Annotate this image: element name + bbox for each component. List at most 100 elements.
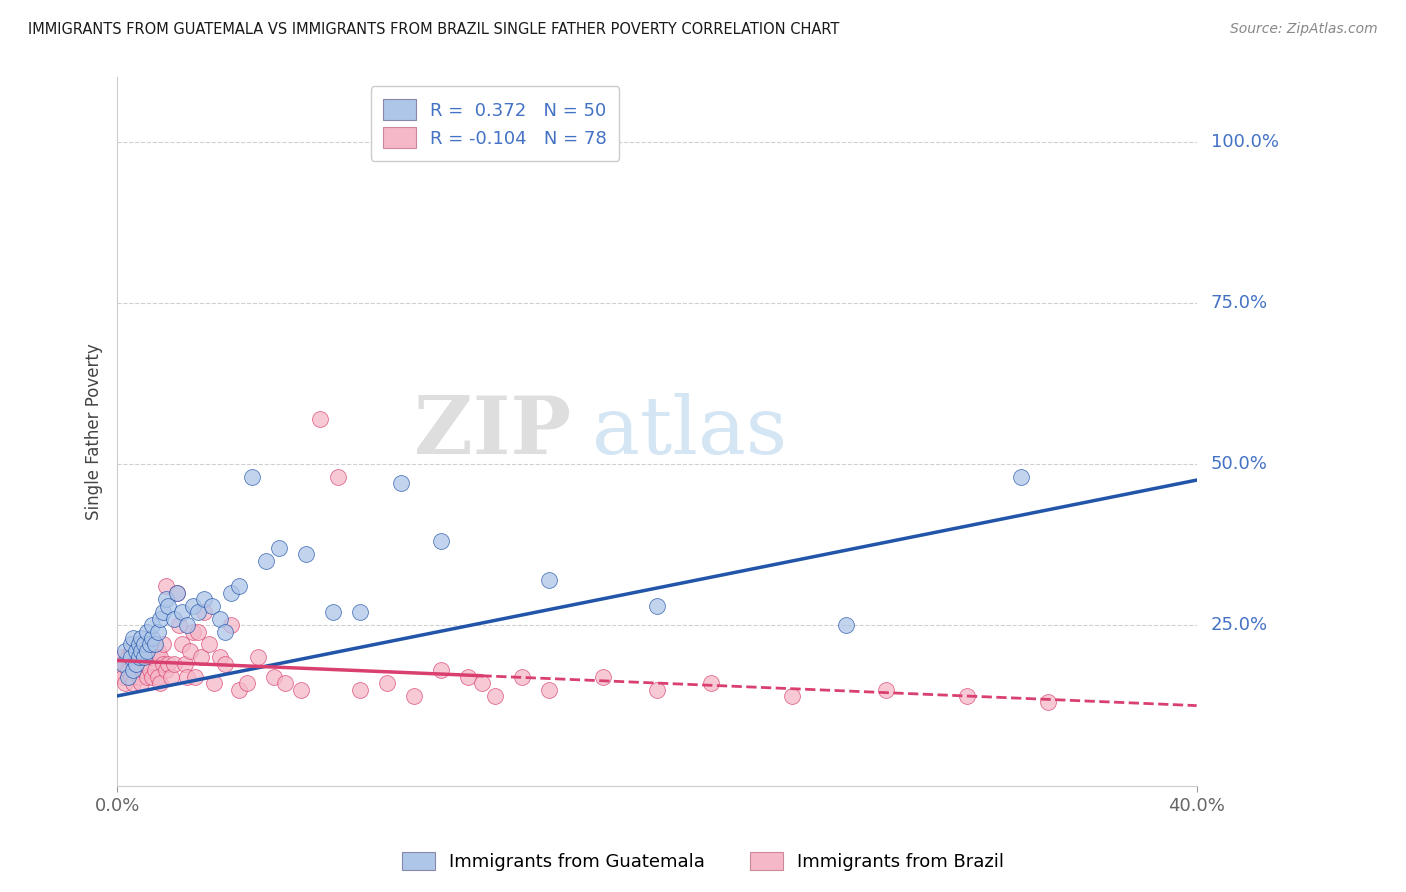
Point	[134, 637, 156, 651]
Text: 25.0%: 25.0%	[1211, 616, 1268, 634]
Point	[246, 650, 269, 665]
Point	[128, 670, 150, 684]
Point	[134, 663, 156, 677]
Point	[181, 624, 204, 639]
Point	[184, 670, 207, 684]
Point	[131, 644, 153, 658]
Point	[114, 676, 136, 690]
Point	[208, 612, 231, 626]
Point	[1038, 695, 1060, 709]
Point	[176, 670, 198, 684]
Point	[155, 579, 177, 593]
Point	[125, 663, 148, 677]
Point	[120, 650, 142, 665]
Point	[835, 618, 858, 632]
Text: 100.0%: 100.0%	[1211, 133, 1278, 151]
Point	[125, 650, 148, 665]
Point	[166, 586, 188, 600]
Point	[430, 663, 453, 677]
Point	[135, 637, 157, 651]
Point	[349, 605, 371, 619]
Point	[402, 689, 425, 703]
Point	[146, 670, 169, 684]
Point	[152, 637, 174, 651]
Point	[254, 554, 277, 568]
Point	[179, 644, 201, 658]
Point	[146, 644, 169, 658]
Text: IMMIGRANTS FROM GUATEMALA VS IMMIGRANTS FROM BRAZIL SINGLE FATHER POVERTY CORREL: IMMIGRANTS FROM GUATEMALA VS IMMIGRANTS …	[28, 22, 839, 37]
Point	[138, 663, 160, 677]
Text: atlas: atlas	[592, 392, 787, 471]
Point	[141, 670, 163, 684]
Point	[128, 637, 150, 651]
Point	[163, 612, 186, 626]
Point	[135, 644, 157, 658]
Point	[108, 663, 131, 677]
Point	[111, 657, 134, 671]
Point	[120, 644, 142, 658]
Point	[645, 599, 668, 613]
Point	[157, 657, 180, 671]
Point	[187, 624, 209, 639]
Point	[122, 663, 145, 677]
Y-axis label: Single Father Poverty: Single Father Poverty	[86, 343, 103, 520]
Point	[228, 682, 250, 697]
Point	[537, 573, 560, 587]
Legend: Immigrants from Guatemala, Immigrants from Brazil: Immigrants from Guatemala, Immigrants fr…	[395, 845, 1011, 879]
Point	[328, 470, 350, 484]
Point	[214, 624, 236, 639]
Point	[470, 676, 492, 690]
Point	[131, 657, 153, 671]
Point	[149, 650, 172, 665]
Point	[176, 618, 198, 632]
Point	[117, 663, 139, 677]
Point	[240, 470, 263, 484]
Point	[290, 682, 312, 697]
Point	[875, 682, 897, 697]
Point	[128, 650, 150, 665]
Point	[208, 650, 231, 665]
Point	[131, 676, 153, 690]
Point	[273, 676, 295, 690]
Point	[181, 599, 204, 613]
Point	[700, 676, 723, 690]
Text: 75.0%: 75.0%	[1211, 294, 1268, 312]
Point	[120, 637, 142, 651]
Point	[163, 657, 186, 671]
Point	[193, 592, 215, 607]
Point	[510, 670, 533, 684]
Point	[308, 412, 330, 426]
Point	[263, 670, 285, 684]
Point	[143, 663, 166, 677]
Point	[228, 579, 250, 593]
Point	[201, 599, 224, 613]
Point	[122, 676, 145, 690]
Point	[152, 605, 174, 619]
Point	[173, 657, 195, 671]
Point	[375, 676, 398, 690]
Point	[135, 670, 157, 684]
Point	[157, 599, 180, 613]
Point	[114, 644, 136, 658]
Point	[117, 650, 139, 665]
Point	[170, 637, 193, 651]
Point	[457, 670, 479, 684]
Point	[111, 670, 134, 684]
Point	[138, 637, 160, 651]
Point	[235, 676, 257, 690]
Point	[122, 631, 145, 645]
Point	[120, 670, 142, 684]
Point	[160, 670, 183, 684]
Point	[149, 612, 172, 626]
Point	[219, 618, 242, 632]
Point	[141, 631, 163, 645]
Point	[202, 676, 225, 690]
Point	[166, 586, 188, 600]
Point	[143, 637, 166, 651]
Point	[780, 689, 803, 703]
Point	[134, 650, 156, 665]
Point	[269, 541, 291, 555]
Text: 50.0%: 50.0%	[1211, 455, 1267, 473]
Point	[146, 624, 169, 639]
Point	[135, 624, 157, 639]
